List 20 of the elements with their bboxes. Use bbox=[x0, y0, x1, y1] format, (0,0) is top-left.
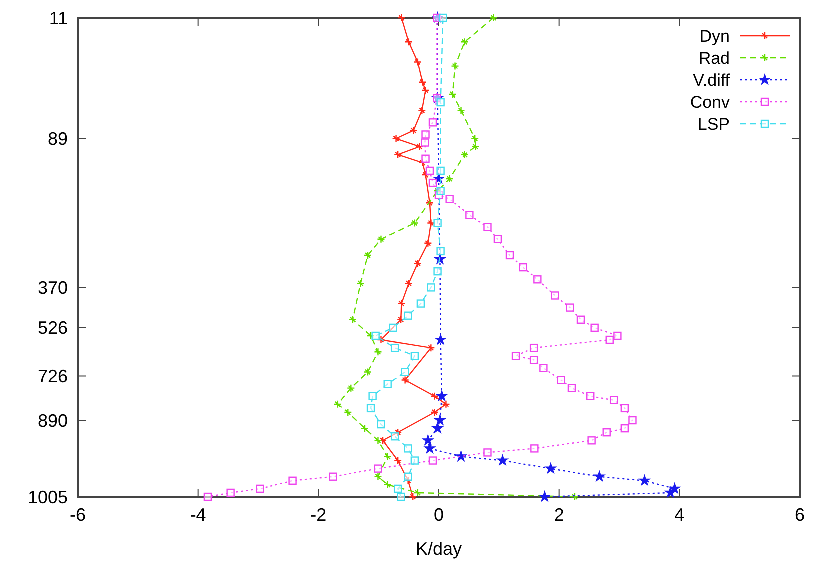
y-tick-label: 726 bbox=[38, 366, 68, 387]
x-tick-label: 0 bbox=[434, 505, 444, 525]
legend-label: V.diff bbox=[693, 70, 730, 90]
y-tick-label: 370 bbox=[38, 278, 68, 298]
x-tick-label: 6 bbox=[794, 505, 806, 525]
legend-label: Rad bbox=[698, 48, 730, 68]
x-tick-label: -2 bbox=[310, 505, 327, 525]
x-tick-label: 4 bbox=[674, 505, 685, 525]
y-tick-label: 526 bbox=[38, 318, 68, 338]
x-tick-label: -6 bbox=[70, 505, 86, 525]
y-tick-label: 890 bbox=[38, 410, 68, 431]
y-tick-label: 89 bbox=[48, 129, 68, 150]
legend-label: Conv bbox=[690, 92, 730, 112]
x-tick-label: 2 bbox=[554, 505, 564, 525]
legend-label: LSP bbox=[698, 114, 730, 134]
x-tick-label: -4 bbox=[190, 505, 206, 525]
x-axis-title: K/day bbox=[416, 539, 462, 559]
y-tick-label: 1005 bbox=[28, 487, 68, 508]
legend-label: Dyn bbox=[700, 26, 730, 46]
y-tick-label: 11 bbox=[49, 8, 68, 28]
